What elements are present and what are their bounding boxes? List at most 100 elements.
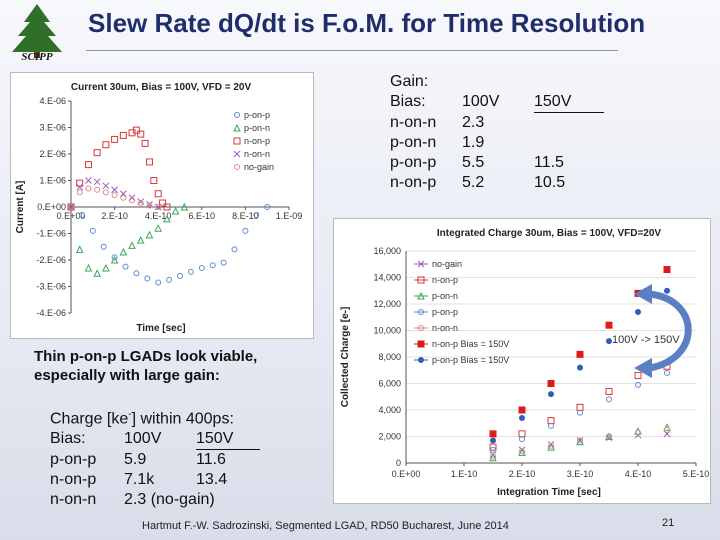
data-point-p-on-p xyxy=(606,396,612,403)
data-point-n-on-p xyxy=(76,179,84,187)
data-point-p-on-n xyxy=(518,448,526,456)
gain-row-name: n-on-n xyxy=(390,113,437,131)
legend-marker xyxy=(417,291,425,300)
gain-header: Gain: xyxy=(390,73,429,90)
charge-row-100v: 2.3 (no-gain) xyxy=(124,491,215,509)
y-tick-label: -4.E-06 xyxy=(36,308,66,318)
data-point-p-on-p xyxy=(144,275,151,282)
data-point-n-on-p Bias = 150V xyxy=(547,380,555,387)
data-point-p-on-p xyxy=(100,243,107,250)
data-point-p-on-n xyxy=(110,255,119,264)
data-point-n-on-p xyxy=(141,139,149,147)
data-point-p-on-n xyxy=(119,247,128,256)
y-tick-label: 2,000 xyxy=(378,432,401,442)
data-point-p-on-n xyxy=(102,263,110,272)
data-point-n-on-n xyxy=(635,429,641,436)
chart-title: Current 30um, Bias = 100V, VFD = 20V xyxy=(71,82,252,93)
data-point-n-on-p xyxy=(154,190,162,198)
data-point-p-on-p xyxy=(166,276,173,283)
data-point-p-on-p xyxy=(519,436,525,443)
y-tick-label: -3.E-06 xyxy=(36,282,66,292)
page-number: 21 xyxy=(662,517,675,529)
data-point-p-on-p Bias = 150V xyxy=(548,391,554,398)
data-point-n-on-n xyxy=(85,177,92,184)
y-tick-label: 10,000 xyxy=(373,326,401,336)
y-tick-label: 14,000 xyxy=(373,273,401,283)
data-point-n-on-n xyxy=(606,433,612,440)
x-tick-label: 0.E+00 xyxy=(57,211,86,221)
data-point-n-on-n xyxy=(577,437,583,444)
y-tick-label: 16,000 xyxy=(373,246,401,256)
gain-row: n-on-n 2.3 xyxy=(390,113,604,133)
data-point-n-on-p xyxy=(119,131,127,139)
legend-marker xyxy=(234,164,240,170)
x-tick-label: 4.E-10 xyxy=(145,211,172,221)
data-point-p-on-p xyxy=(177,272,183,279)
data-point-no-gain xyxy=(120,194,127,201)
legend-entry: n-on-p xyxy=(244,136,270,146)
data-point-no-gain xyxy=(76,189,83,196)
data-point-n-on-n xyxy=(76,183,84,191)
data-point-p-on-n xyxy=(180,202,189,211)
x-tick-label: 1.E-09 xyxy=(276,211,303,221)
data-point-p-on-n xyxy=(128,241,136,249)
data-point-p-on-p xyxy=(122,263,129,270)
data-point-n-on-n xyxy=(111,186,118,194)
data-point-n-on-p xyxy=(518,430,526,438)
data-point-n-on-p xyxy=(93,149,101,157)
legend-marker xyxy=(417,276,425,284)
data-point-p-on-p Bias = 150V xyxy=(577,364,583,371)
legend-entry: no-gain xyxy=(244,162,274,172)
x-tick-label: 5.E-10 xyxy=(683,469,710,479)
y-axis-label: Current [A] xyxy=(15,181,26,234)
current-chart: Current 30um, Bias = 100V, VFD = 20V 4.E-… xyxy=(15,82,303,334)
data-point-n-on-n xyxy=(664,426,670,433)
y-tick-label: 1.E-06 xyxy=(39,176,66,186)
y-tick-label: 6,000 xyxy=(378,379,401,389)
data-point-p-on-p xyxy=(209,262,216,269)
chart-title: Integrated Charge 30um, Bias = 100V, VFD… xyxy=(437,228,662,239)
legend-marker xyxy=(233,137,241,145)
x-tick-label: 8.E-10 xyxy=(232,211,259,221)
y-tick-label: -1.E-06 xyxy=(36,229,66,239)
charge-row: n-on-n 2.3 (no-gain) xyxy=(50,490,260,510)
gain-row-100v: 5.5 xyxy=(462,153,485,171)
legend-marker xyxy=(418,357,424,363)
gain-row-150v: 10.5 xyxy=(534,173,566,191)
data-point-p-on-p xyxy=(577,409,583,416)
x-tick-label: 2.E-10 xyxy=(101,211,128,221)
data-point-n-on-p xyxy=(576,403,584,411)
y-tick-label: 4.E-06 xyxy=(39,96,66,106)
charge-row: n-on-p 7.1k 13.4 xyxy=(50,470,260,490)
data-point-p-on-p xyxy=(635,381,641,388)
legend-marker xyxy=(234,112,240,118)
data-point-p-on-n xyxy=(489,453,497,462)
data-point-p-on-p Bias = 150V xyxy=(664,287,670,294)
footer: Hartmut F.-W. Sadrozinski, Segmented LGA… xyxy=(142,520,509,532)
gain-row-100v: 2.3 xyxy=(462,113,485,131)
charge-chart: Integrated Charge 30um, Bias = 100V, VFD… xyxy=(340,228,710,498)
data-point-n-on-p xyxy=(150,177,158,184)
gain-row-100v: 5.2 xyxy=(462,173,485,191)
data-point-n-on-p xyxy=(145,158,153,166)
data-point-p-on-p Bias = 150V xyxy=(519,414,525,421)
data-point-n-on-p xyxy=(111,135,119,143)
y-tick-label: 0.E+00 xyxy=(37,202,66,212)
x-tick-label: 4.E-10 xyxy=(625,469,652,479)
data-point-p-on-p xyxy=(220,259,227,266)
data-point-no-gain xyxy=(102,189,109,196)
charge-row-name: n-on-n xyxy=(50,491,97,509)
legend-marker xyxy=(418,309,424,315)
data-point-n-on-p xyxy=(634,372,642,380)
y-tick-label: 3.E-06 xyxy=(39,123,66,133)
data-point-p-on-p xyxy=(111,254,118,261)
charge-col-100v: 100V xyxy=(124,430,162,448)
data-point-n-on-n xyxy=(519,448,525,455)
legend-marker xyxy=(417,340,425,348)
gain-bias-label: Bias: xyxy=(390,93,426,110)
data-point-p-on-n xyxy=(663,423,671,431)
data-point-no-gain xyxy=(68,204,74,210)
y-axis-label: Collected Charge [e-] xyxy=(340,307,351,408)
x-tick-label: 1.E-10 xyxy=(451,469,478,479)
gain-row-100v: 1.9 xyxy=(462,133,485,151)
